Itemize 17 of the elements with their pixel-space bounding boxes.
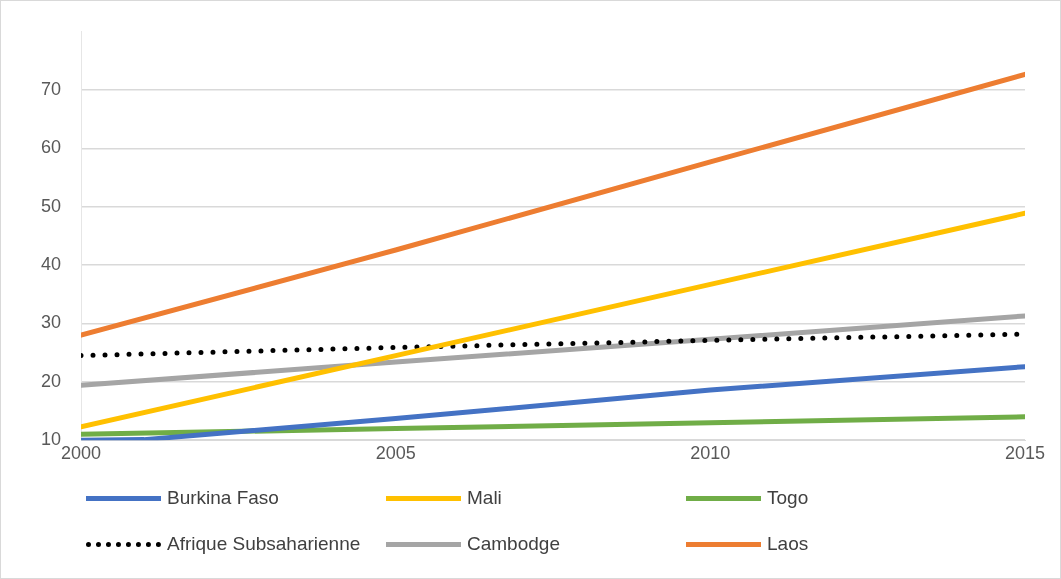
y-tick-label: 20 xyxy=(40,370,62,391)
legend-label: Burkina Faso xyxy=(167,487,279,509)
x-tick-label: 2010 xyxy=(690,442,731,463)
legend-label: Laos xyxy=(767,533,809,555)
y-tick-label: 50 xyxy=(40,195,62,216)
y-tick-label: 30 xyxy=(40,312,62,333)
x-tick-label: 2005 xyxy=(375,442,416,463)
y-tick-label: 10 xyxy=(40,429,62,450)
y-tick-label: 40 xyxy=(40,254,62,275)
legend-label: Cambodge xyxy=(467,533,560,555)
legend-label: Togo xyxy=(767,487,809,509)
y-tick-label: 70 xyxy=(40,79,62,100)
legend-label: Mali xyxy=(467,487,502,509)
y-tick-label: 60 xyxy=(40,137,62,158)
x-tick-label: 2000 xyxy=(61,442,102,463)
legend-label: Afrique Subsaharienne xyxy=(167,533,361,555)
x-tick-label: 2015 xyxy=(1004,442,1046,463)
